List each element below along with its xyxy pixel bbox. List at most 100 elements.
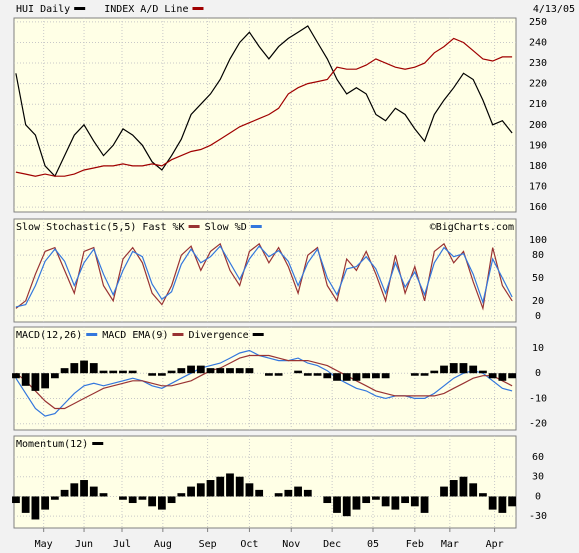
histogram-bar [469, 365, 478, 374]
histogram-bar [391, 496, 400, 510]
histogram-bar [449, 480, 458, 497]
y-tick-label: 80 [532, 250, 544, 261]
series-line [15, 242, 513, 311]
histogram-bar [31, 373, 40, 391]
panel-background [13, 17, 517, 213]
histogram-bar [187, 365, 195, 374]
y-tick-label: 50 [532, 273, 544, 284]
x-tick-label: Oct [240, 539, 258, 550]
y-tick-label: 250 [529, 17, 547, 28]
histogram-bar [196, 483, 205, 497]
histogram-bar [70, 363, 79, 374]
y-tick-label: -10 [529, 393, 547, 404]
histogram-bar [362, 373, 371, 379]
histogram-bar [381, 496, 390, 507]
histogram-bar [479, 370, 487, 374]
histogram-bar [469, 483, 478, 497]
histogram-bar [157, 373, 166, 376]
histogram-bar [342, 373, 351, 381]
x-tick-label: Apr [486, 539, 504, 550]
histogram-bar [488, 496, 497, 510]
legend-swatch [86, 333, 98, 336]
histogram-bar [41, 373, 50, 389]
histogram-bar [167, 370, 176, 374]
legend-label: Momentum(12) [16, 439, 88, 450]
histogram-bar [12, 496, 20, 504]
y-tick-label: 100 [529, 235, 547, 246]
histogram-bar [459, 363, 468, 374]
series-line [15, 245, 513, 308]
y-tick-label: 10 [532, 343, 544, 354]
histogram-bar [216, 476, 225, 497]
histogram-bar [381, 373, 390, 379]
histogram-bar [89, 486, 98, 497]
histogram-bar [206, 480, 215, 497]
x-tick-label: Aug [154, 539, 172, 550]
histogram-bar [303, 489, 312, 497]
x-tick-label: Jun [75, 539, 93, 550]
legend-swatch [250, 225, 262, 228]
histogram-bar [303, 373, 312, 376]
histogram-bar [372, 496, 380, 500]
y-tick-label: 180 [529, 161, 547, 172]
histogram-bar [313, 373, 322, 376]
series-line [15, 37, 513, 177]
y-tick-label: 0 [535, 491, 541, 502]
histogram-bar [109, 370, 118, 374]
histogram-bar [70, 483, 79, 497]
histogram-bar [420, 496, 429, 513]
histogram-bar [333, 496, 341, 513]
x-tick-label: May [35, 539, 53, 550]
histogram-bar [245, 483, 254, 497]
legend-label: Divergence [188, 330, 248, 341]
histogram-bar [157, 496, 166, 510]
y-tick-label: -20 [529, 419, 547, 430]
histogram-bar [206, 368, 215, 374]
histogram-bar [245, 368, 254, 374]
panel-background [13, 435, 517, 529]
histogram-bar [21, 496, 30, 513]
histogram-bar [508, 373, 516, 379]
y-tick-label: 160 [529, 202, 547, 213]
y-tick-label: 60 [532, 452, 544, 463]
histogram-bar [323, 496, 332, 504]
histogram-bar [401, 496, 409, 504]
panel-background [13, 326, 517, 431]
histogram-bar [440, 486, 448, 497]
legend-swatch [172, 333, 184, 336]
histogram-bar [128, 496, 137, 504]
panel-background [13, 218, 517, 323]
histogram-bar [410, 496, 419, 507]
histogram-bar [255, 489, 264, 497]
x-tick-label: Sep [199, 539, 217, 550]
histogram-bar [21, 373, 30, 386]
histogram-bar [488, 373, 497, 379]
series-line [15, 354, 513, 410]
y-tick-label: 0 [535, 311, 541, 322]
y-tick-label: 20 [532, 296, 544, 307]
histogram-bar [235, 368, 244, 374]
histogram-bar [119, 370, 127, 374]
histogram-bar [226, 473, 234, 497]
histogram-bar [284, 489, 293, 497]
histogram-bar [479, 493, 487, 497]
histogram-bar [99, 493, 108, 497]
histogram-bar [119, 496, 127, 500]
legend-label: Slow Stochastic(5,5) Fast %K [16, 222, 185, 233]
x-tick-label: Mar [441, 539, 459, 550]
histogram-bar [294, 486, 302, 497]
x-tick-label: Nov [282, 539, 300, 550]
y-tick-label: 170 [529, 181, 547, 192]
histogram-bar [440, 365, 448, 374]
legend-label: HUI Daily [16, 4, 70, 15]
y-tick-label: 30 [532, 472, 544, 483]
histogram-bar [372, 373, 380, 379]
y-tick-label: 0 [535, 368, 541, 379]
histogram-bar [420, 373, 429, 376]
x-tick-label: Dec [323, 539, 341, 550]
y-tick-label: 230 [529, 58, 547, 69]
histogram-bar [265, 373, 273, 376]
histogram-bar [430, 370, 439, 374]
histogram-bar [138, 496, 147, 500]
